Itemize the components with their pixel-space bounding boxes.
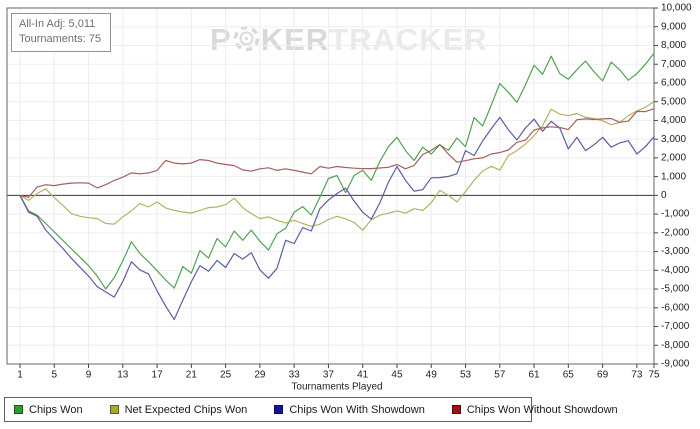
- plot-border: [6, 7, 655, 365]
- x-tick-label: 75: [648, 369, 660, 380]
- series-line-chips-won-without-showdown: [19, 108, 655, 198]
- x-tick-label: 1: [17, 369, 23, 380]
- legend-label-chips-won-without-showdown: Chips Won Without Showdown: [466, 403, 618, 416]
- y-tick-label: 7,000: [661, 59, 686, 70]
- tournaments-count-value: Tournaments: 75: [19, 33, 101, 45]
- x-tick-label: 61: [528, 369, 540, 380]
- x-tick-label: 49: [426, 369, 438, 380]
- x-tick-label: 29: [254, 369, 266, 380]
- y-tick-label: 5,000: [661, 96, 686, 107]
- legend-label-net-expected-chips-won: Net Expected Chips Won: [124, 403, 248, 416]
- legend-item-chips-won-without-showdown: Chips Won Without Showdown: [451, 403, 618, 416]
- legend-item-chips-won-with-showdown: Chips Won With Showdown: [274, 404, 425, 416]
- y-tick-label: 8,000: [661, 40, 686, 51]
- x-tick-label: 53: [460, 369, 472, 380]
- x-tick-label: 69: [597, 369, 609, 380]
- series-line-chips-won-with-showdown: [19, 116, 655, 321]
- legend-item-net-expected-chips-won: Net Expected Chips Won: [109, 403, 248, 416]
- x-tick-label: 37: [323, 369, 335, 380]
- chips-won-with-showdown-swatch-icon: [274, 405, 284, 414]
- legend-item-chips-won: Chips Won: [14, 404, 83, 416]
- y-tick-label: 1,000: [661, 171, 686, 182]
- x-tick-label: 9: [86, 369, 92, 380]
- y-tick-label: 2,000: [661, 153, 686, 164]
- x-tick-label: 57: [494, 369, 506, 380]
- x-tick-label: 17: [152, 369, 164, 380]
- y-tick-label: 4,000: [661, 115, 686, 126]
- y-tick-label: 0: [661, 190, 667, 201]
- y-tick-label: 6,000: [661, 78, 686, 89]
- poker-chip-icon: [233, 25, 259, 52]
- x-tick-label: 25: [220, 369, 232, 380]
- x-tick-label: 45: [391, 369, 403, 380]
- y-tick-label: -7,000: [661, 321, 690, 332]
- x-tick-label: 33: [289, 369, 301, 380]
- y-tick-label: -1,000: [661, 209, 690, 220]
- net-expected-chips-won-swatch-icon: [109, 405, 119, 414]
- chart-legend: Chips Won Net Expected Chips Won Chips W…: [4, 397, 618, 422]
- y-tick-label: -8,000: [661, 340, 690, 351]
- y-tick-label: 3,000: [661, 134, 686, 145]
- legend-label-chips-won-with-showdown: Chips Won With Showdown: [289, 403, 425, 416]
- legend-label-chips-won: Chips Won: [29, 403, 83, 416]
- x-tick-label: 13: [117, 369, 129, 380]
- series-line-chips-won: [19, 52, 655, 290]
- all-in-adj-value: All-In Adj: 5,011: [19, 18, 96, 30]
- y-tick-label: -6,000: [661, 302, 690, 313]
- chips-won-without-showdown-swatch-icon: [451, 405, 461, 414]
- x-axis-title: Tournaments Played: [291, 381, 382, 392]
- y-tick-label: -3,000: [661, 246, 690, 257]
- x-tick-label: 73: [631, 369, 643, 380]
- summary-info-box: All-In Adj: 5,011 Tournaments: 75: [11, 13, 111, 52]
- x-tick-label: 65: [563, 369, 575, 380]
- pokertracker-watermark: P KERTRACKER: [210, 22, 488, 58]
- x-tick-label: 21: [186, 369, 198, 380]
- y-tick-label: -9,000: [661, 359, 690, 370]
- y-tick-label: -5,000: [661, 284, 690, 295]
- x-tick-label: 41: [357, 369, 369, 380]
- watermark-text-tracker: TRACKER: [329, 22, 488, 57]
- y-tick-label: -2,000: [661, 227, 690, 238]
- y-tick-label: 10,000: [661, 3, 692, 14]
- series-line-net-expected-chips-won: [19, 101, 655, 231]
- y-tick-label: 9,000: [661, 21, 686, 32]
- chips-won-swatch-icon: [14, 405, 23, 414]
- x-tick-label: 5: [51, 369, 57, 380]
- y-tick-label: -4,000: [661, 265, 690, 276]
